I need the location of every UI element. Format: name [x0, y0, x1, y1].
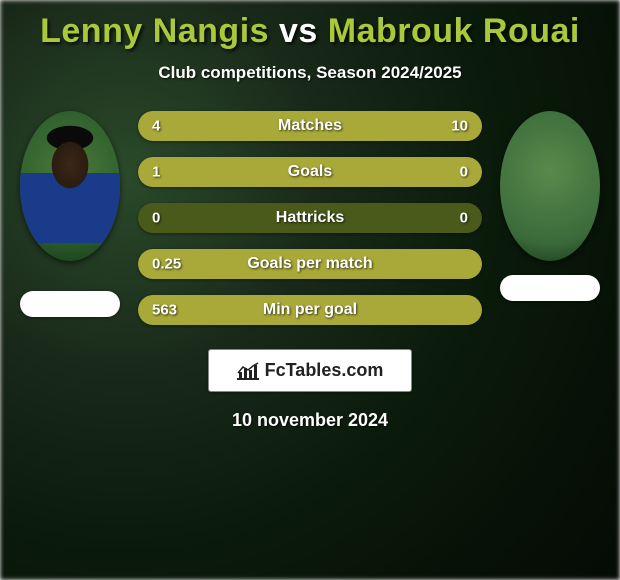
title-vs: vs — [279, 12, 318, 50]
stat-fill-right — [413, 157, 482, 187]
footer: FcTables.com 10 november 2024 — [0, 349, 620, 431]
stats-bars: 4 Matches 10 1 Goals 0 0 Hattricks 0 0.25 Goals pe… — [130, 111, 490, 341]
player1-name-pill — [20, 291, 120, 317]
stat-fill-left — [138, 157, 413, 187]
stat-bar: 0.25 Goals per match — [138, 249, 482, 279]
player2-avatar — [500, 111, 600, 261]
stat-value-right: 0 — [460, 210, 468, 227]
stat-label: Hattricks — [276, 209, 344, 227]
page-title: Lenny Nangis vs Mabrouk Rouai — [0, 12, 620, 51]
stat-value-left: 1 — [152, 164, 160, 181]
player1-avatar — [20, 111, 120, 261]
stat-bar: 1 Goals 0 — [138, 157, 482, 187]
stat-fill-right — [236, 111, 482, 141]
stat-value-right: 10 — [451, 118, 468, 135]
stat-value-left: 0 — [152, 210, 160, 227]
title-player2: Mabrouk Rouai — [328, 12, 580, 50]
stat-label: Matches — [278, 117, 342, 135]
title-player1: Lenny Nangis — [40, 12, 269, 50]
stat-label: Min per goal — [263, 301, 357, 319]
body-row: 4 Matches 10 1 Goals 0 0 Hattricks 0 0.25 Goals pe… — [0, 111, 620, 341]
brand-text: FcTables.com — [265, 360, 384, 381]
player1-face — [20, 111, 120, 261]
stat-value-left: 4 — [152, 118, 160, 135]
date-text: 10 november 2024 — [232, 410, 388, 431]
player1-column — [10, 111, 130, 317]
subtitle: Club competitions, Season 2024/2025 — [0, 63, 620, 83]
stat-value-left: 0.25 — [152, 256, 181, 273]
stat-bar: 4 Matches 10 — [138, 111, 482, 141]
stat-value-right: 0 — [460, 164, 468, 181]
stat-bar: 563 Min per goal — [138, 295, 482, 325]
stat-label: Goals per match — [247, 255, 372, 273]
player2-column — [490, 111, 610, 301]
stat-label: Goals — [288, 163, 332, 181]
brand-box: FcTables.com — [208, 349, 413, 392]
stat-bar: 0 Hattricks 0 — [138, 203, 482, 233]
player2-name-pill — [500, 275, 600, 301]
content: Lenny Nangis vs Mabrouk Rouai Club compe… — [0, 12, 620, 431]
brand-chart-icon — [237, 362, 259, 380]
comparison-card: Lenny Nangis vs Mabrouk Rouai Club compe… — [0, 0, 620, 580]
stat-value-left: 563 — [152, 302, 177, 319]
